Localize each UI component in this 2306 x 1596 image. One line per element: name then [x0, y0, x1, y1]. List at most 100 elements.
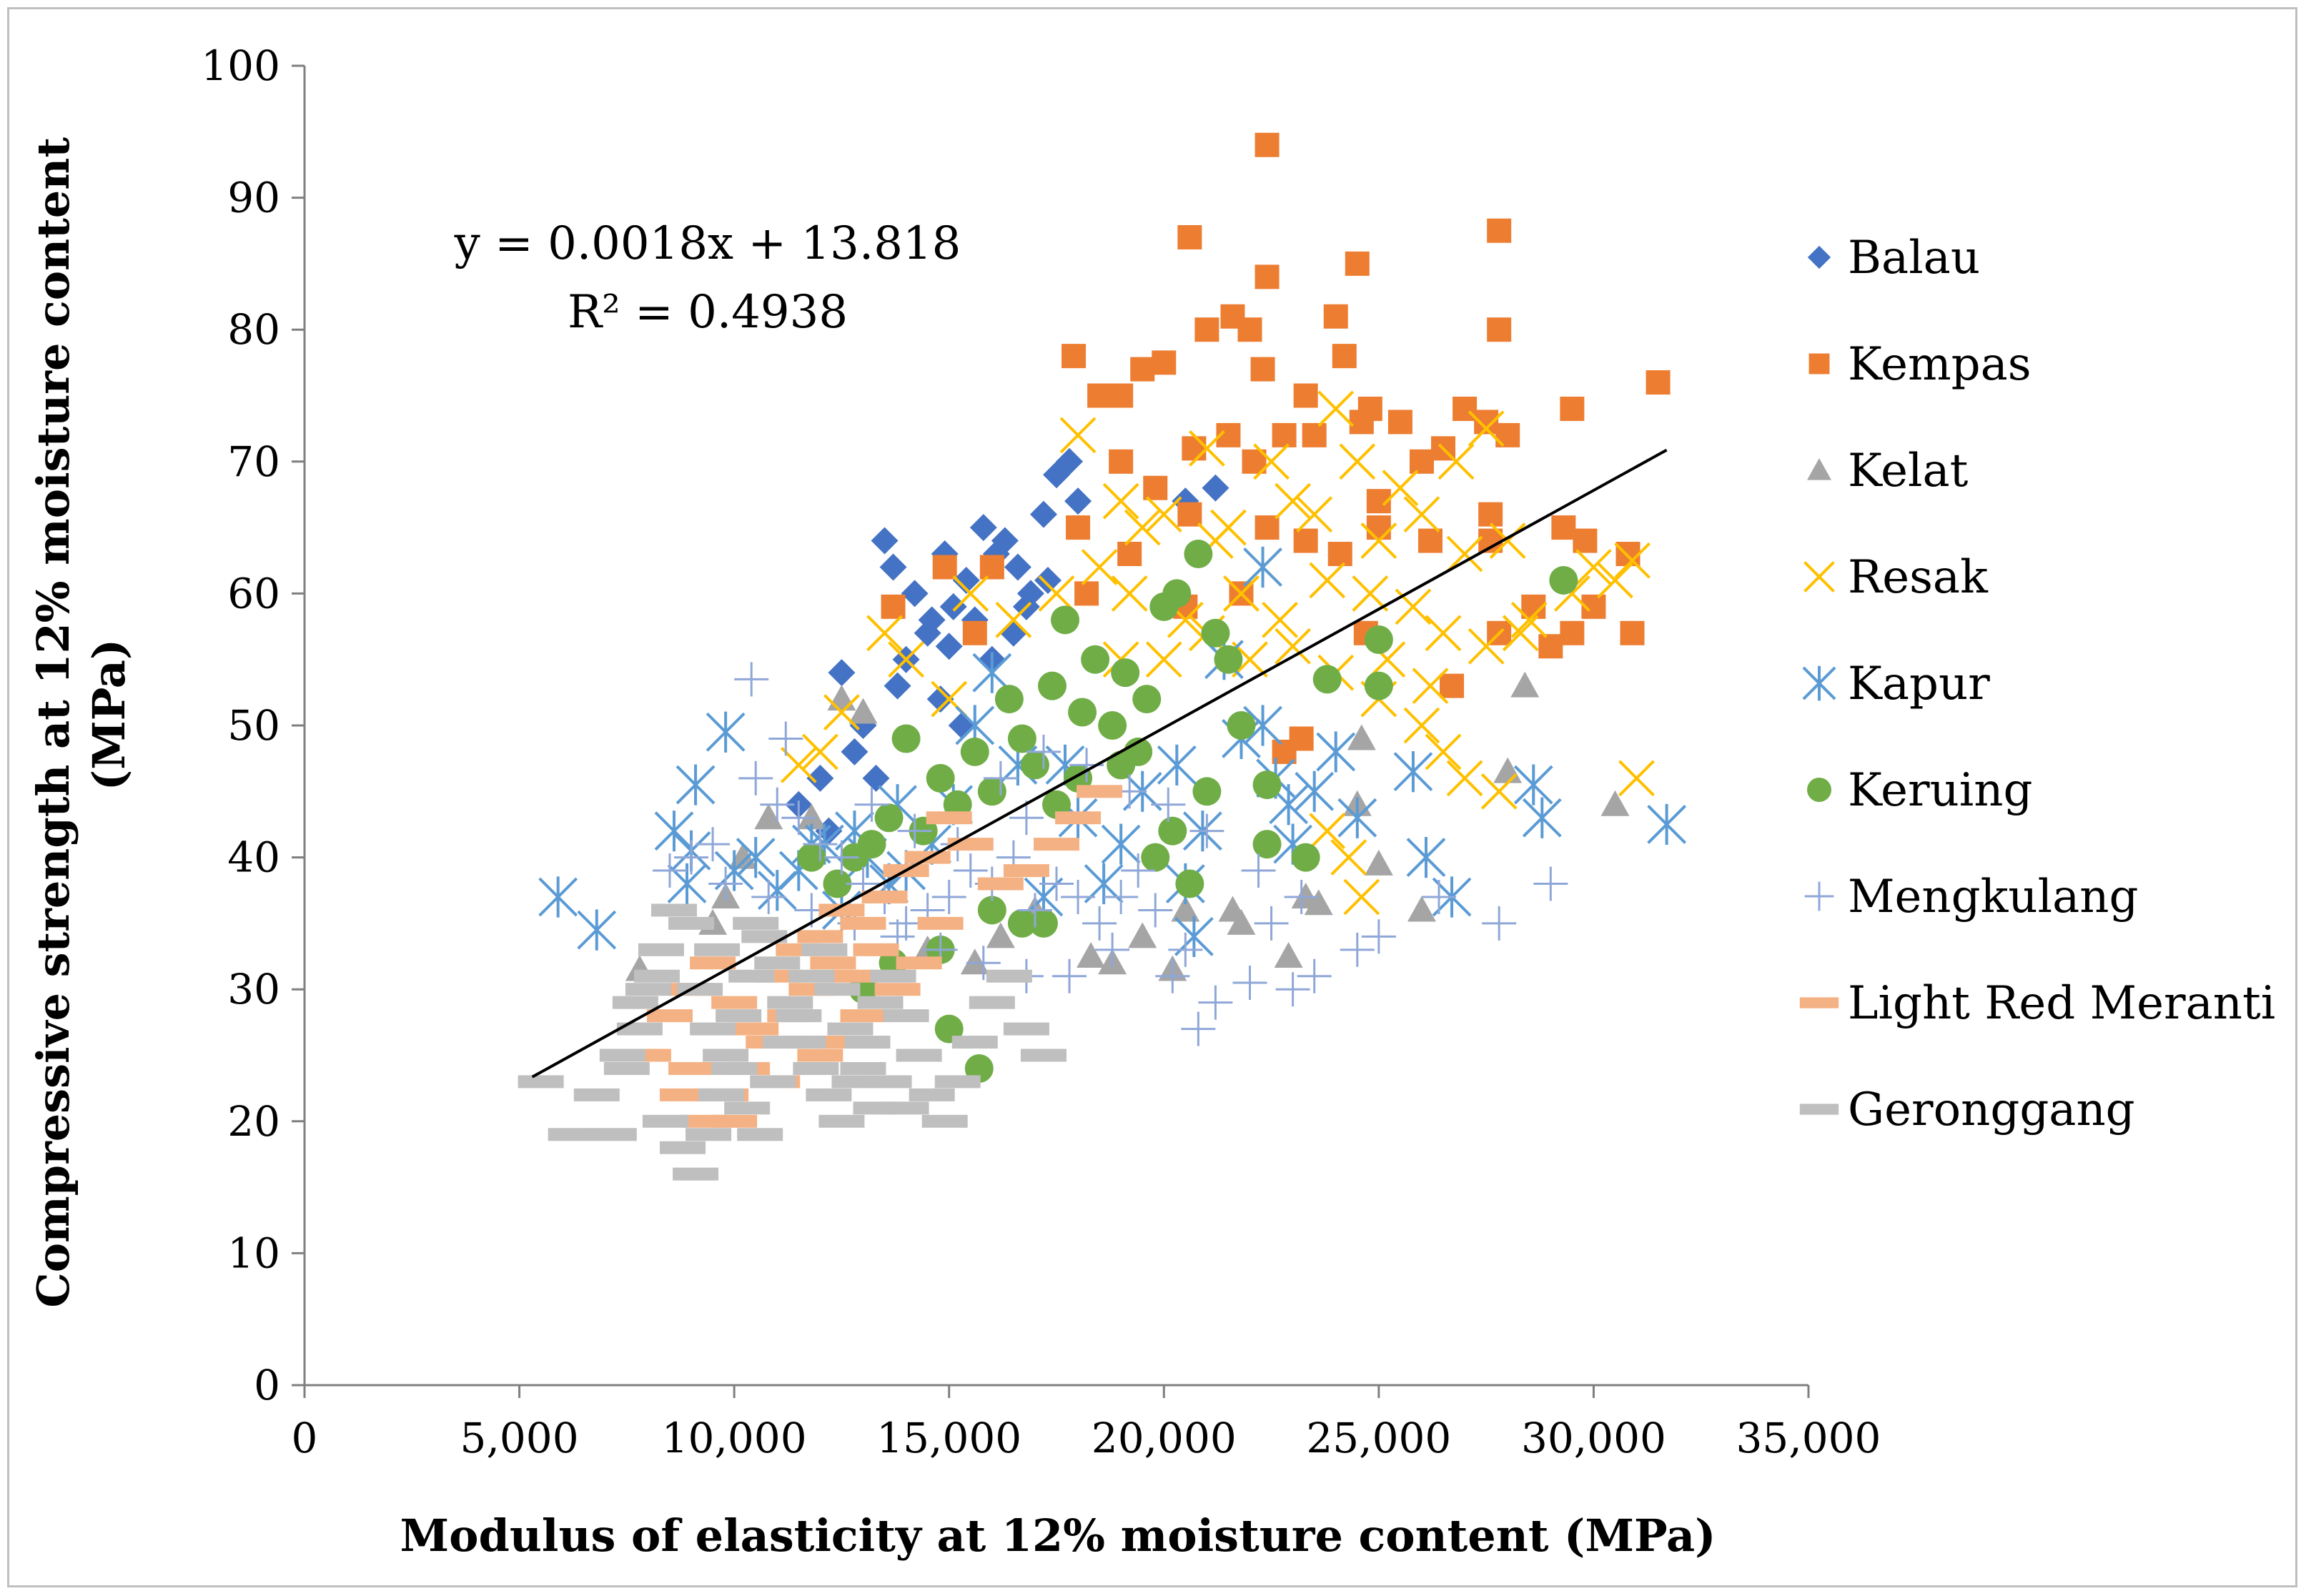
data-point	[518, 1075, 564, 1089]
series-kempas	[881, 132, 1671, 764]
data-point	[1029, 500, 1057, 528]
data-point	[1194, 317, 1219, 342]
data-point	[616, 1022, 663, 1036]
data-point	[861, 890, 908, 903]
legend-marker	[1799, 997, 1839, 1008]
data-point	[1052, 958, 1087, 993]
data-point	[1330, 839, 1367, 876]
data-point	[603, 1061, 650, 1075]
data-point	[1155, 958, 1190, 993]
series-balau	[785, 447, 1229, 845]
data-point	[917, 916, 964, 930]
data-point	[1064, 487, 1092, 515]
data-point	[1051, 605, 1080, 635]
data-point	[760, 787, 795, 822]
x-tick-label: 10,000	[662, 1414, 807, 1462]
legend: Balau Kempas Kelat Resak Kapur Keruing Mengkul…	[1799, 232, 2275, 1136]
data-point	[1034, 566, 1062, 594]
data-point	[848, 698, 878, 724]
data-point	[1121, 853, 1156, 888]
data-point	[827, 1022, 874, 1036]
data-point	[931, 879, 966, 914]
data-point	[1440, 673, 1465, 698]
y-tick-label: 60	[227, 569, 280, 618]
data-point	[979, 555, 1004, 580]
data-point	[768, 721, 803, 756]
data-point	[1407, 896, 1436, 922]
data-point	[1038, 575, 1075, 612]
y-tick-label: 10	[227, 1229, 280, 1277]
legend-item: Mengkulang	[1804, 871, 2138, 923]
data-point	[1513, 764, 1553, 806]
data-point	[1087, 383, 1112, 408]
data-point	[840, 1061, 886, 1075]
legend-label: Keruing	[1848, 764, 2032, 817]
data-point	[668, 916, 715, 930]
data-point	[1533, 866, 1568, 901]
data-point	[1309, 562, 1346, 599]
plot-area: 0 10 20 30 40 50 60 70 80 90 100 0 5,000 10,000 15,00…	[201, 41, 1881, 1462]
data-point	[1149, 592, 1179, 621]
data-point	[883, 1009, 929, 1023]
data-point	[1480, 773, 1518, 810]
data-point	[1174, 916, 1214, 957]
x-tick-label: 5,000	[460, 1414, 579, 1462]
data-point	[1309, 813, 1346, 850]
data-point	[676, 764, 716, 806]
data-point	[1254, 906, 1289, 941]
data-point	[714, 850, 754, 891]
data-point	[952, 575, 989, 612]
data-point	[1003, 1022, 1049, 1036]
data-point	[1020, 1049, 1067, 1062]
data-point	[1232, 641, 1268, 678]
data-point	[1352, 575, 1389, 612]
data-point	[966, 946, 1001, 981]
data-point	[703, 1049, 749, 1062]
data-point	[994, 685, 1024, 714]
data-point	[1077, 785, 1123, 798]
data-point	[1074, 581, 1099, 606]
data-point	[814, 983, 861, 996]
data-point	[1101, 823, 1141, 865]
data-point	[889, 906, 924, 941]
data-point	[590, 1128, 637, 1141]
data-point	[960, 737, 989, 766]
data-point	[1302, 422, 1327, 447]
data-point	[1510, 671, 1540, 698]
data-point	[934, 1075, 981, 1089]
data-point	[874, 803, 904, 833]
data-point	[797, 843, 826, 872]
data-point	[951, 1036, 998, 1049]
data-point	[969, 514, 997, 542]
chart-frame	[7, 7, 2297, 1587]
x-tick-label: 15,000	[876, 1414, 1021, 1462]
data-point	[1316, 731, 1356, 773]
data-point	[776, 1009, 822, 1023]
data-point	[1291, 843, 1320, 872]
data-point	[1284, 879, 1319, 914]
legend-item: Kapur	[1802, 658, 1990, 710]
data-point	[1138, 893, 1173, 928]
data-point	[827, 685, 856, 711]
data-point	[1227, 908, 1256, 935]
data-point	[737, 1128, 783, 1141]
data-point	[801, 733, 838, 770]
legend-marker	[1807, 458, 1831, 480]
data-point	[1145, 641, 1182, 678]
data-point	[1061, 879, 1096, 914]
data-point	[1232, 965, 1267, 1000]
data-point	[797, 930, 843, 943]
data-point	[1252, 830, 1282, 859]
data-point	[1409, 449, 1434, 474]
data-point	[1364, 625, 1393, 655]
legend-item: Kempas	[1808, 338, 2032, 391]
data-point	[1597, 562, 1633, 599]
data-point	[1098, 711, 1127, 740]
data-point	[660, 1141, 706, 1154]
legend-label: Kempas	[1848, 338, 2032, 391]
trendline-equation: y = 0.0018x + 13.818	[454, 217, 961, 270]
data-point	[1104, 879, 1139, 914]
data-point	[1062, 344, 1087, 369]
data-point	[806, 764, 834, 792]
